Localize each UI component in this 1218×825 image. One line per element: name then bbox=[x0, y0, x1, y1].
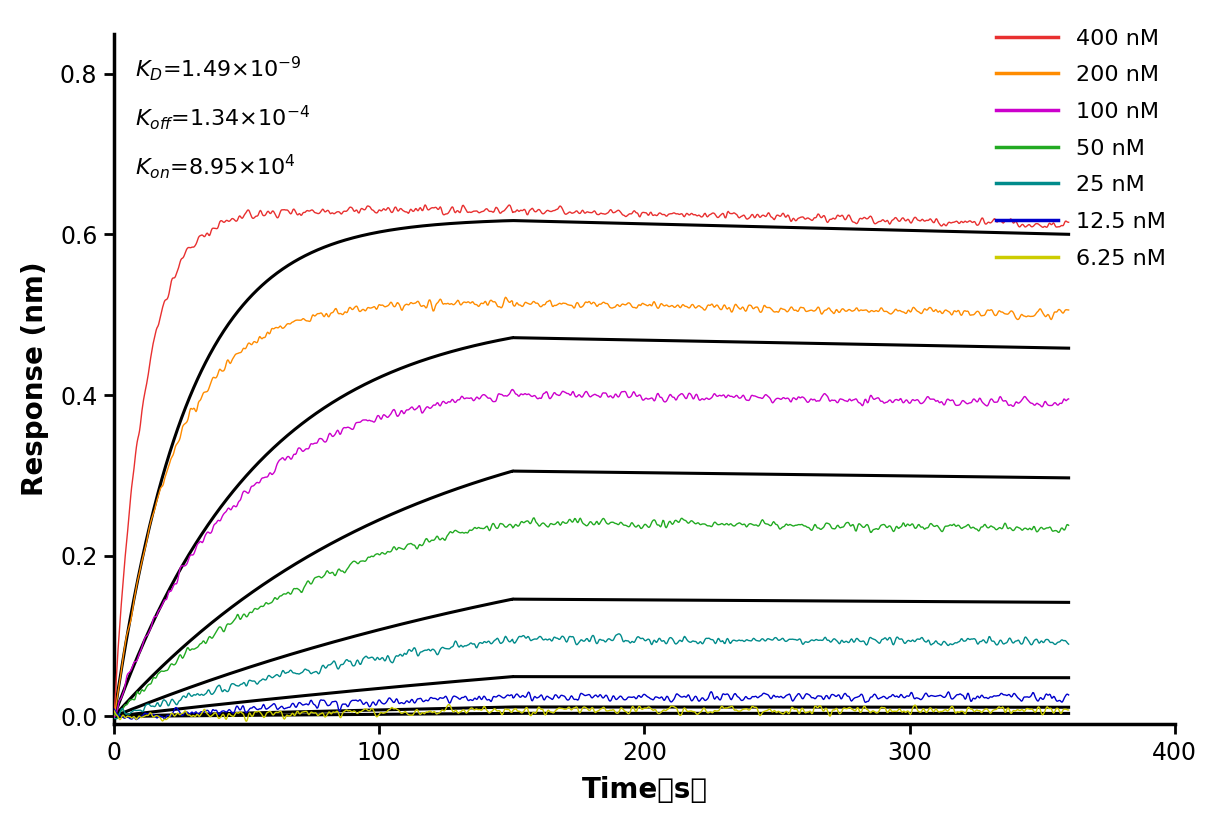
Legend: 400 nM, 200 nM, 100 nM, 50 nM, 25 nM, 12.5 nM, 6.25 nM: 400 nM, 200 nM, 100 nM, 50 nM, 25 nM, 12… bbox=[987, 20, 1174, 277]
X-axis label: Time（s）: Time（s） bbox=[581, 776, 708, 804]
Y-axis label: Response (nm): Response (nm) bbox=[21, 262, 49, 497]
Text: $K_D$=1.49×10$^{-9}$
$K_{off}$=1.34×10$^{-4}$
$K_{on}$=8.95×10$^4$: $K_D$=1.49×10$^{-9}$ $K_{off}$=1.34×10$^… bbox=[135, 54, 311, 181]
